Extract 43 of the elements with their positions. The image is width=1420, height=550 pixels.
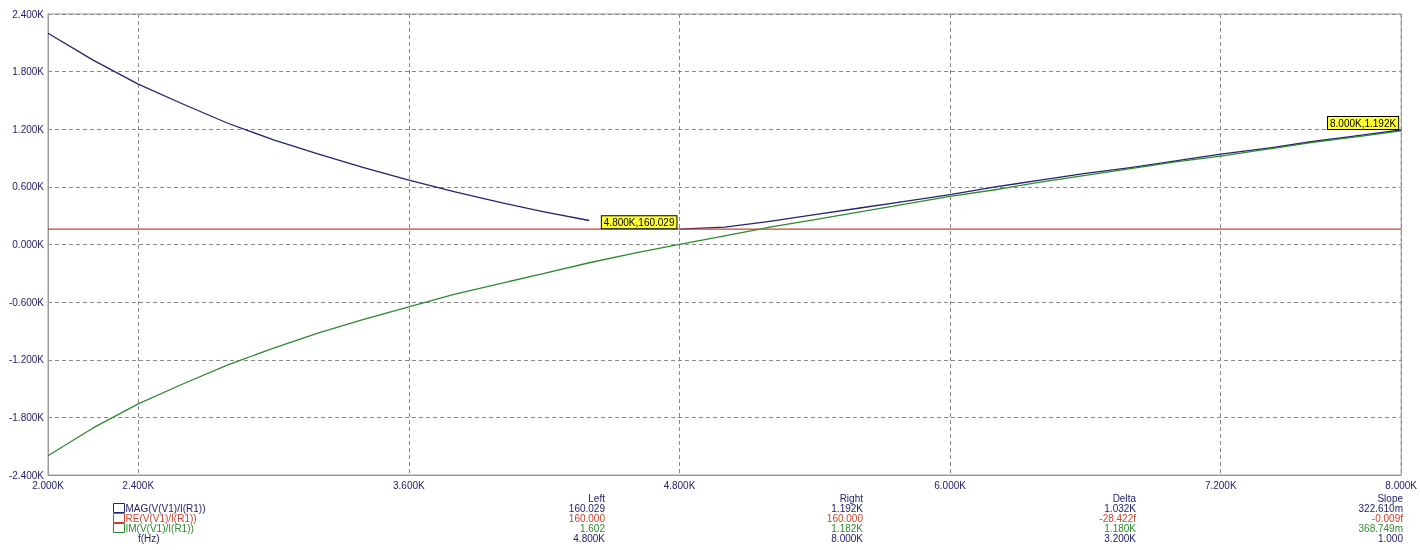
text: 322.610m	[1358, 502, 1403, 514]
x-tick-label: 8.000K	[1385, 479, 1418, 491]
x-tick-label: 3.600K	[392, 479, 426, 491]
y-tick-label: 0.600K	[12, 181, 45, 193]
text: Right	[839, 492, 864, 504]
y-tick-label: 0.000K	[12, 239, 45, 250]
text: 3.200K	[1104, 532, 1137, 544]
annotation: 4.800K,160.029	[603, 216, 675, 228]
x-tick-label: 4.800K	[663, 479, 696, 491]
legend-label: RE(V(V1)/I(R1))	[125, 512, 197, 524]
y-tick-label: 1.200K	[12, 123, 45, 135]
text: 1.032K	[1104, 502, 1137, 514]
x-axis-title: f(Hz)	[138, 532, 160, 544]
text: 1.180K	[1104, 522, 1137, 534]
text: Left	[588, 492, 606, 504]
x-tick-label: 6.000K	[934, 479, 967, 491]
text: 160.000	[826, 512, 864, 524]
text: 4.800K	[573, 532, 606, 544]
line-series	[47, 130, 1402, 457]
text: 1.000	[1377, 532, 1404, 544]
y-tick-label: 2.400K	[12, 8, 45, 20]
text: 8.000K	[831, 532, 864, 544]
text: Delta	[1112, 492, 1137, 504]
text: 160.000	[568, 512, 606, 524]
legend-label: IM(V(V1)/I(R1))	[125, 522, 194, 534]
text: 1.182K	[831, 522, 864, 534]
text: Slope	[1377, 492, 1404, 504]
text: -0.009f	[1371, 512, 1404, 524]
y-tick-label: -2.400K	[8, 469, 45, 481]
y-tick-label: -1.200K	[8, 354, 45, 366]
x-tick-label: 2.000K	[32, 479, 65, 491]
text: 368.749m	[1358, 522, 1403, 534]
legend-label: MAG(V(V1)/I(R1))	[125, 502, 206, 514]
y-tick-label: -0.600K	[8, 296, 45, 308]
x-tick-label: 2.400K	[122, 479, 155, 491]
text: 1.602	[579, 522, 606, 534]
annotation: 8.000K,1.192K	[1329, 117, 1397, 129]
x-tick-label: 7.200K	[1204, 479, 1237, 491]
text: -28.422f	[1099, 512, 1137, 524]
text: 1.192K	[831, 502, 864, 514]
text: 160.029	[568, 502, 606, 514]
y-tick-label: -1.800K	[8, 411, 45, 423]
y-tick-label: 1.800K	[12, 66, 45, 78]
